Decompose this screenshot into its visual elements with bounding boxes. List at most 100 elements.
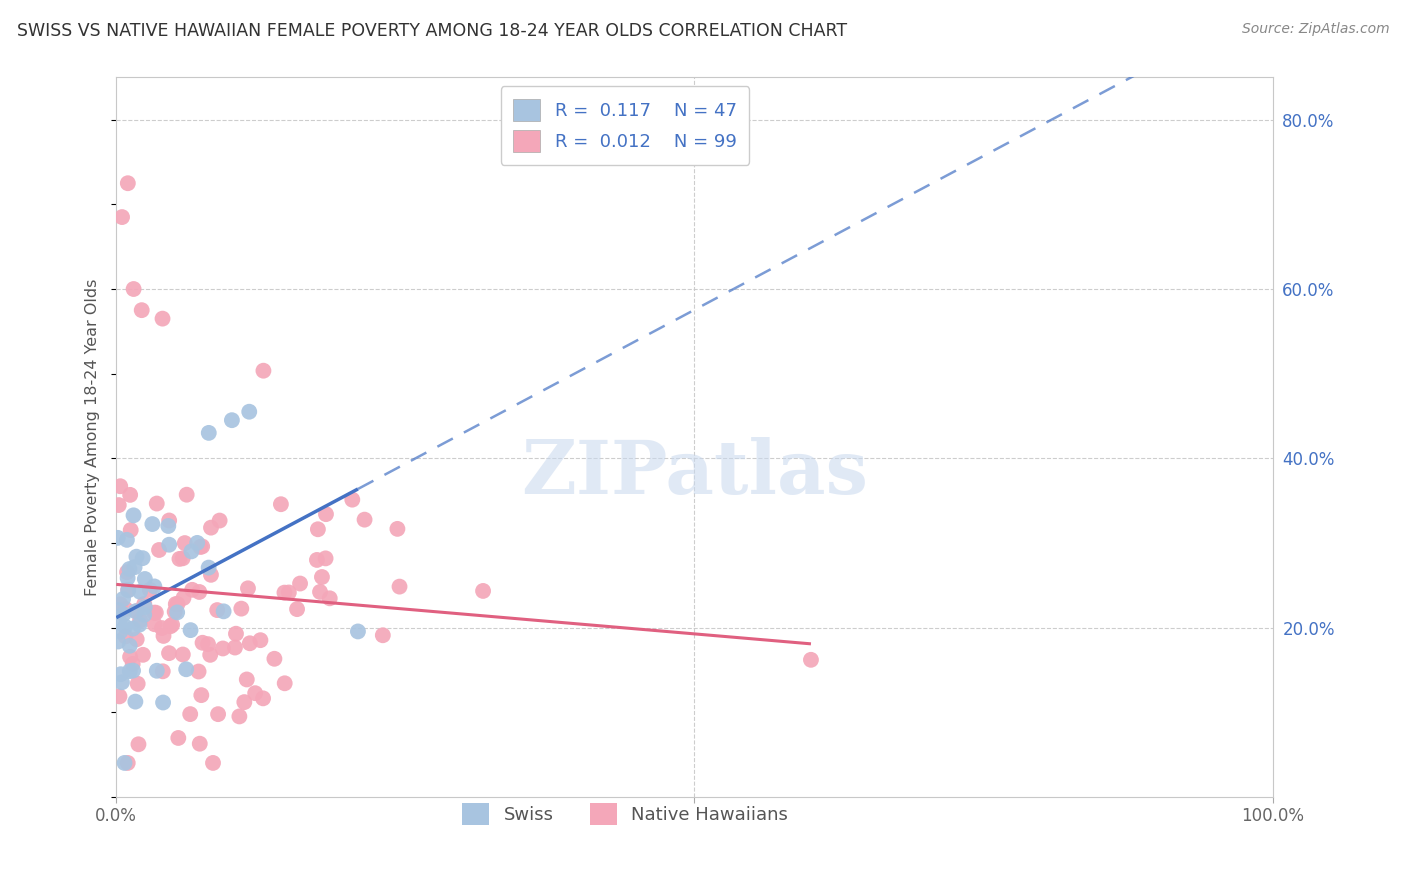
Point xyxy=(224,640,246,655)
Point xyxy=(157,514,180,528)
Point xyxy=(342,492,364,507)
Point xyxy=(319,591,342,606)
Point xyxy=(270,497,292,511)
Point xyxy=(197,560,219,574)
Point xyxy=(152,665,174,679)
Point xyxy=(125,632,148,647)
Point xyxy=(273,585,295,599)
Point xyxy=(243,686,266,700)
Point xyxy=(212,604,235,618)
Text: SWISS VS NATIVE HAWAIIAN FEMALE POVERTY AMONG 18-24 YEAR OLDS CORRELATION CHART: SWISS VS NATIVE HAWAIIAN FEMALE POVERTY … xyxy=(17,22,846,40)
Point xyxy=(309,585,332,599)
Point xyxy=(124,560,146,574)
Point xyxy=(117,756,139,770)
Point xyxy=(118,639,141,653)
Point xyxy=(124,604,146,618)
Point xyxy=(118,664,141,678)
Point xyxy=(143,617,166,632)
Point xyxy=(141,517,163,532)
Point xyxy=(122,664,145,678)
Point xyxy=(188,585,211,599)
Point xyxy=(111,675,134,690)
Point xyxy=(173,536,195,550)
Point xyxy=(228,709,250,723)
Point xyxy=(200,567,222,582)
Point xyxy=(114,756,136,770)
Point xyxy=(152,629,174,643)
Point xyxy=(191,540,214,554)
Point xyxy=(107,603,129,617)
Point xyxy=(800,653,823,667)
Point xyxy=(146,664,169,678)
Point xyxy=(157,646,180,660)
Point xyxy=(122,282,145,296)
Point xyxy=(112,592,135,607)
Point xyxy=(115,533,138,547)
Point xyxy=(145,606,167,620)
Point xyxy=(125,604,148,618)
Point xyxy=(145,497,167,511)
Point xyxy=(107,498,129,512)
Point xyxy=(315,507,337,521)
Point xyxy=(108,615,131,629)
Point xyxy=(125,549,148,564)
Point xyxy=(143,606,166,620)
Point xyxy=(225,626,247,640)
Point xyxy=(197,637,219,651)
Point xyxy=(288,576,311,591)
Point xyxy=(371,628,394,642)
Text: ZIPatlas: ZIPatlas xyxy=(520,436,868,509)
Point xyxy=(127,737,149,751)
Point xyxy=(273,676,295,690)
Point xyxy=(167,731,190,745)
Point xyxy=(122,508,145,523)
Point xyxy=(191,636,214,650)
Point xyxy=(117,583,139,598)
Point xyxy=(131,551,153,566)
Point xyxy=(134,572,156,586)
Point xyxy=(181,582,204,597)
Point xyxy=(233,695,256,709)
Point xyxy=(134,597,156,611)
Point xyxy=(152,311,174,326)
Point xyxy=(166,606,188,620)
Point xyxy=(174,662,197,676)
Point xyxy=(117,176,139,190)
Point xyxy=(252,691,274,706)
Point xyxy=(201,756,224,770)
Point xyxy=(117,582,139,597)
Point xyxy=(128,617,150,632)
Point xyxy=(110,479,132,493)
Point xyxy=(165,597,187,611)
Point xyxy=(134,600,156,615)
Point xyxy=(152,696,174,710)
Point xyxy=(129,613,152,627)
Point xyxy=(112,607,135,622)
Point xyxy=(160,617,183,632)
Point xyxy=(107,531,129,545)
Point xyxy=(238,405,260,419)
Point xyxy=(180,623,202,637)
Point xyxy=(132,648,155,662)
Point xyxy=(249,633,271,648)
Point xyxy=(124,695,146,709)
Point xyxy=(387,522,409,536)
Point xyxy=(131,303,153,318)
Point xyxy=(305,553,328,567)
Point xyxy=(472,583,495,598)
Point xyxy=(129,584,152,599)
Point xyxy=(207,707,229,722)
Point xyxy=(239,636,262,650)
Point xyxy=(121,657,143,671)
Point xyxy=(188,737,211,751)
Point xyxy=(157,538,180,552)
Point xyxy=(159,619,181,633)
Point xyxy=(169,552,191,566)
Point xyxy=(347,624,370,639)
Point xyxy=(353,513,375,527)
Y-axis label: Female Poverty Among 18-24 Year Olds: Female Poverty Among 18-24 Year Olds xyxy=(86,278,100,596)
Point xyxy=(221,413,243,427)
Point xyxy=(186,536,208,550)
Point xyxy=(188,540,211,554)
Point xyxy=(231,601,253,615)
